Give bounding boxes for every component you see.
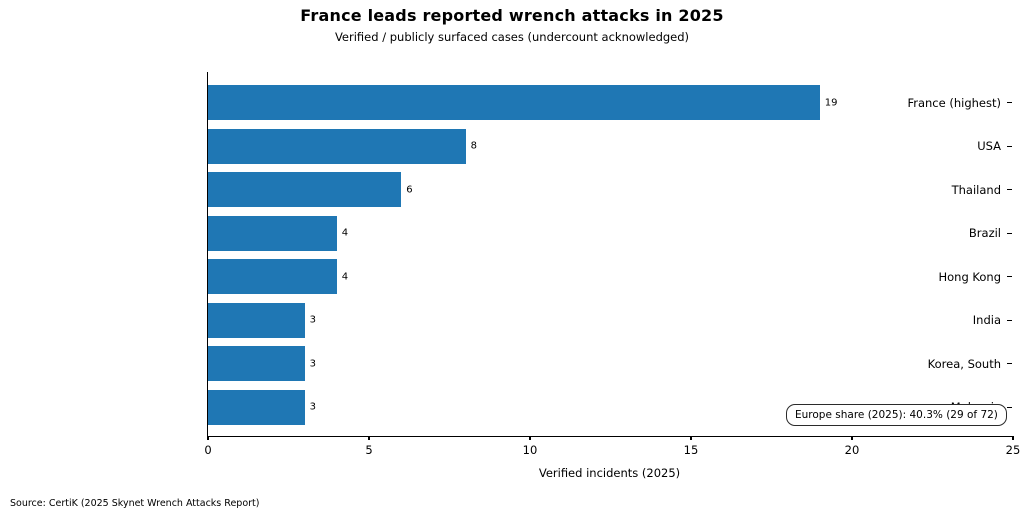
source-note: Source: CertiK (2025 Skynet Wrench Attac… [10, 498, 260, 509]
x-tick-mark [851, 436, 853, 440]
x-tick-mark [207, 436, 209, 440]
bar [208, 346, 305, 381]
bar-value-label: 8 [470, 140, 477, 152]
x-tick-label: 5 [365, 443, 373, 457]
category-label: Hong Kong [938, 269, 1001, 284]
y-tick-mark [1007, 145, 1012, 147]
x-tick-label: 25 [1005, 443, 1021, 457]
category-label: USA [977, 139, 1001, 153]
x-tick-mark [368, 436, 370, 440]
y-tick-mark [1007, 189, 1012, 191]
category-label: Korea, South [927, 356, 1001, 371]
x-tick-label: 20 [844, 443, 860, 457]
chart-title: France leads reported wrench attacks in … [300, 6, 724, 25]
category-label: France (highest) [907, 95, 1001, 110]
bar-value-label: 3 [309, 314, 316, 326]
chart-header: France leads reported wrench attacks in … [0, 6, 1024, 44]
plot-area: 19 France (highest) 8 USA 6 Thailand 4 Brazil 4 H… [204, 72, 1020, 457]
y-tick-mark [1007, 232, 1012, 234]
x-tick-mark [1012, 436, 1014, 440]
bar-value-label: 3 [309, 401, 316, 413]
x-tick-mark [690, 436, 692, 440]
y-tick-mark [1007, 102, 1012, 104]
bar-value-label: 4 [341, 271, 349, 282]
category-label: Thailand [951, 182, 1001, 197]
bar-value-label: 6 [406, 184, 413, 195]
x-tick-label: 15 [683, 443, 699, 457]
chart-subtitle: Verified / publicly surfaced cases (unde… [334, 30, 690, 44]
bar [208, 85, 820, 120]
y-tick-mark [1007, 276, 1012, 278]
bar-value-label: 3 [309, 358, 316, 369]
bar [208, 128, 466, 164]
bar-value-label: 19 [824, 97, 838, 108]
category-label: Brazil [968, 226, 1001, 240]
x-axis-label: Verified incidents (2025) [538, 466, 681, 480]
y-tick-mark [1007, 406, 1012, 408]
bar [208, 172, 402, 207]
bar [208, 389, 305, 425]
y-tick-mark [1007, 319, 1012, 321]
y-tick-mark [1007, 363, 1012, 365]
bar [208, 215, 337, 251]
bar [208, 302, 305, 338]
x-tick-label: 0 [204, 443, 212, 457]
bar-row: 3 India [208, 302, 1012, 338]
x-tick-label: 10 [522, 443, 538, 457]
bar-row: 19 France (highest) [208, 85, 1012, 120]
category-label: India [972, 313, 1001, 327]
bar-row: 3 Korea, South [208, 346, 1012, 381]
bar-value-label: 4 [341, 227, 349, 239]
bar-row: 4 Hong Kong [208, 259, 1012, 294]
x-tick-mark [529, 436, 531, 440]
bar-row: 4 Brazil [208, 215, 1012, 251]
annotation-box: Europe share (2025): 40.3% (29 of 72) [786, 404, 1007, 426]
bar [208, 259, 337, 294]
bar-row: 6 Thailand [208, 172, 1012, 207]
bar-row: 8 USA [208, 128, 1012, 164]
